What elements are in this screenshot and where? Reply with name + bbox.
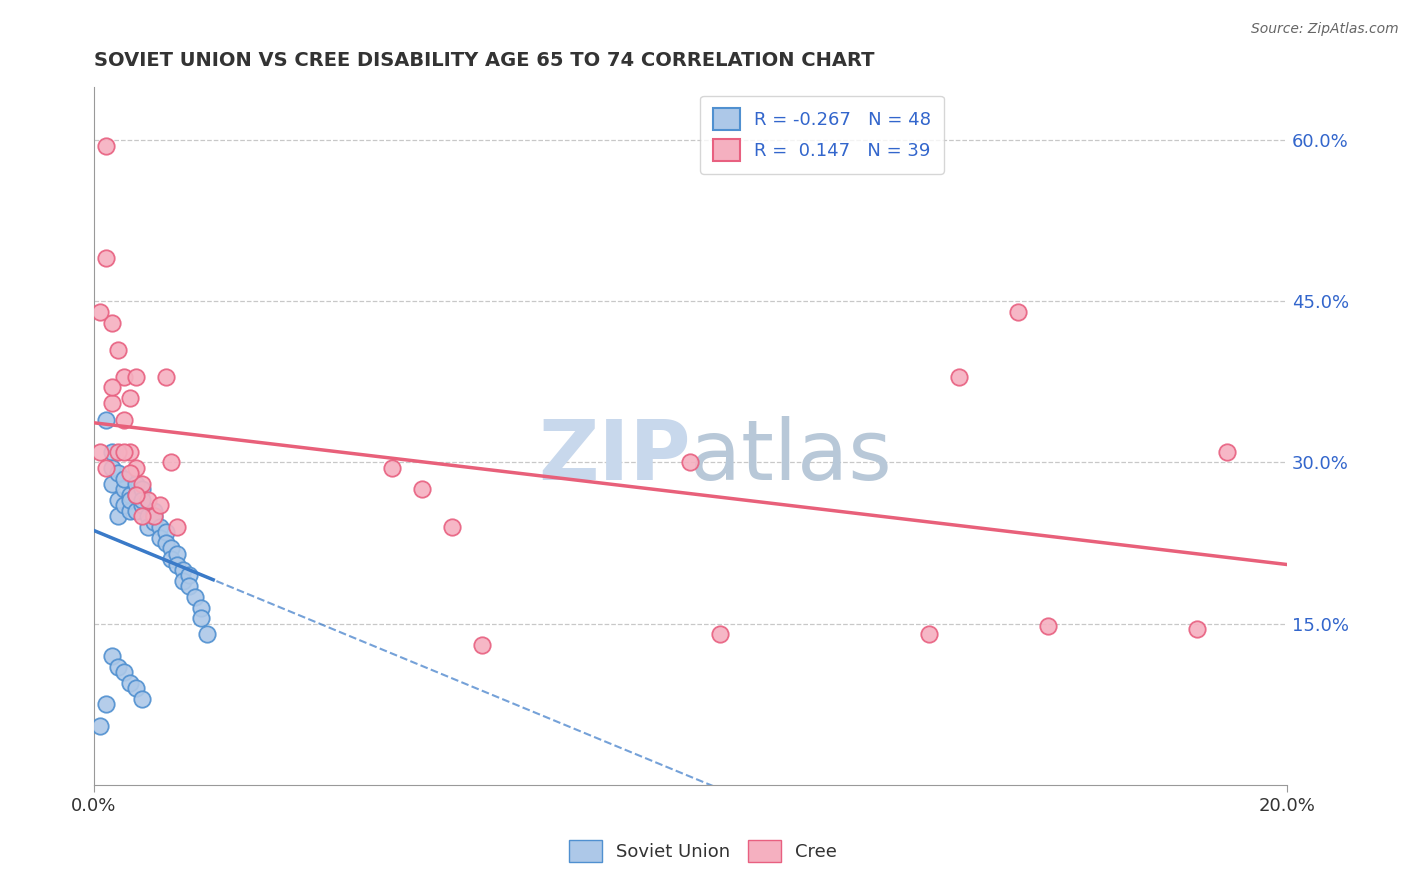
Point bbox=[195, 627, 218, 641]
Point bbox=[679, 455, 702, 469]
Point bbox=[131, 509, 153, 524]
Point bbox=[94, 252, 117, 266]
Point bbox=[709, 627, 731, 641]
Point bbox=[136, 509, 159, 524]
Point bbox=[166, 558, 188, 572]
Point bbox=[160, 541, 183, 556]
Point bbox=[94, 412, 117, 426]
Point bbox=[160, 552, 183, 566]
Text: ZIP: ZIP bbox=[538, 416, 690, 497]
Point bbox=[107, 659, 129, 673]
Point bbox=[125, 477, 148, 491]
Point bbox=[190, 611, 212, 625]
Point bbox=[179, 568, 201, 582]
Point bbox=[112, 483, 135, 497]
Point bbox=[155, 525, 177, 540]
Point bbox=[1038, 619, 1060, 633]
Point bbox=[155, 369, 177, 384]
Point bbox=[184, 590, 207, 604]
Legend: Soviet Union, Cree: Soviet Union, Cree bbox=[562, 833, 844, 870]
Point bbox=[101, 396, 124, 410]
Point bbox=[107, 493, 129, 508]
Point bbox=[118, 391, 141, 405]
Point bbox=[112, 472, 135, 486]
Point bbox=[89, 719, 111, 733]
Point bbox=[148, 499, 170, 513]
Point bbox=[131, 493, 153, 508]
Point bbox=[112, 665, 135, 679]
Point bbox=[411, 483, 433, 497]
Point bbox=[101, 316, 124, 330]
Point bbox=[136, 520, 159, 534]
Point bbox=[125, 504, 148, 518]
Point bbox=[471, 638, 494, 652]
Point bbox=[190, 600, 212, 615]
Point bbox=[131, 477, 153, 491]
Point bbox=[89, 444, 111, 458]
Point bbox=[136, 493, 159, 508]
Point bbox=[131, 499, 153, 513]
Point bbox=[118, 504, 141, 518]
Point bbox=[118, 467, 141, 481]
Legend: R = -0.267   N = 48, R =  0.147   N = 39: R = -0.267 N = 48, R = 0.147 N = 39 bbox=[700, 95, 943, 174]
Point bbox=[101, 648, 124, 663]
Point bbox=[101, 444, 124, 458]
Point bbox=[94, 138, 117, 153]
Point bbox=[112, 412, 135, 426]
Point bbox=[1007, 305, 1029, 319]
Point bbox=[101, 461, 124, 475]
Point bbox=[94, 697, 117, 711]
Point bbox=[125, 369, 148, 384]
Point bbox=[118, 488, 141, 502]
Point bbox=[381, 461, 404, 475]
Point bbox=[89, 305, 111, 319]
Point bbox=[179, 579, 201, 593]
Point bbox=[107, 343, 129, 357]
Point bbox=[148, 520, 170, 534]
Point bbox=[101, 380, 124, 394]
Point bbox=[948, 369, 970, 384]
Point bbox=[1187, 622, 1209, 636]
Point bbox=[131, 483, 153, 497]
Point bbox=[118, 493, 141, 508]
Point bbox=[118, 444, 141, 458]
Point bbox=[131, 691, 153, 706]
Point bbox=[112, 444, 135, 458]
Point bbox=[112, 499, 135, 513]
Point bbox=[166, 547, 188, 561]
Point bbox=[142, 509, 165, 524]
Point bbox=[118, 675, 141, 690]
Point bbox=[112, 369, 135, 384]
Point bbox=[172, 563, 194, 577]
Point bbox=[440, 520, 463, 534]
Point bbox=[918, 627, 941, 641]
Point bbox=[155, 536, 177, 550]
Point bbox=[125, 681, 148, 695]
Point bbox=[1216, 444, 1239, 458]
Point bbox=[148, 531, 170, 545]
Point bbox=[166, 520, 188, 534]
Point bbox=[172, 574, 194, 588]
Point bbox=[125, 488, 148, 502]
Point bbox=[94, 461, 117, 475]
Text: Source: ZipAtlas.com: Source: ZipAtlas.com bbox=[1251, 22, 1399, 37]
Point bbox=[160, 455, 183, 469]
Text: SOVIET UNION VS CREE DISABILITY AGE 65 TO 74 CORRELATION CHART: SOVIET UNION VS CREE DISABILITY AGE 65 T… bbox=[94, 51, 875, 70]
Point bbox=[107, 444, 129, 458]
Point bbox=[107, 509, 129, 524]
Point bbox=[142, 509, 165, 524]
Point bbox=[125, 488, 148, 502]
Point bbox=[142, 504, 165, 518]
Text: atlas: atlas bbox=[690, 416, 893, 497]
Point bbox=[142, 515, 165, 529]
Point bbox=[125, 461, 148, 475]
Point bbox=[107, 467, 129, 481]
Point bbox=[101, 477, 124, 491]
